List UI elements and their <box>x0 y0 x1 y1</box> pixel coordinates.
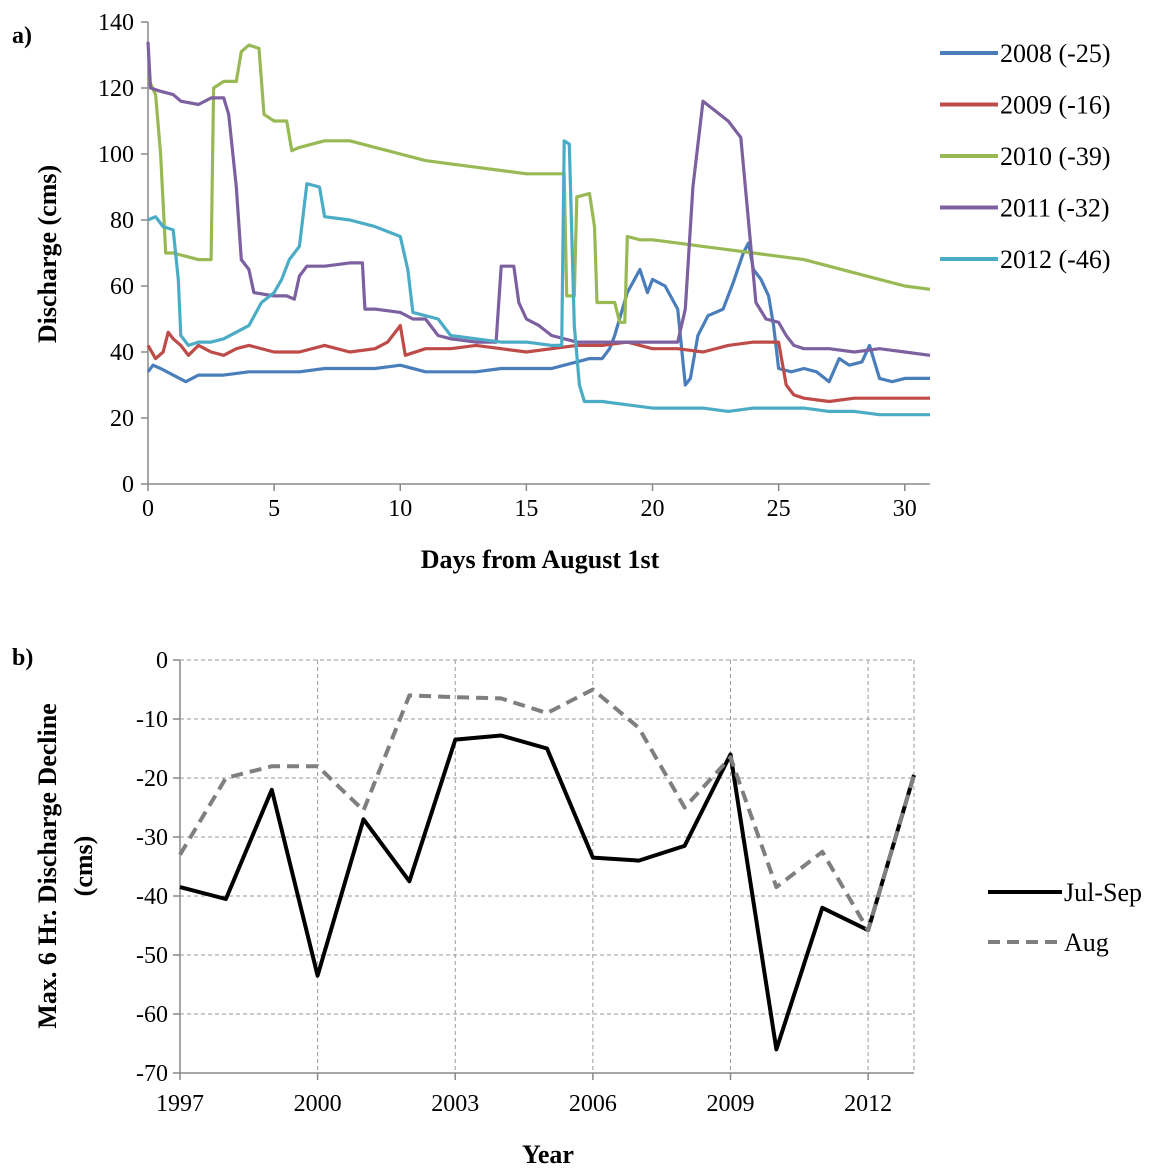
panel-b-x-tick-label: 2006 <box>569 1091 617 1117</box>
panel-a-legend: 2008 (-25) 2009 (-16) 2010 (-39) 2011 (-32)… <box>940 39 1110 274</box>
panel-a-legend-label: 2010 (-39) <box>1000 142 1110 171</box>
panel-b-y-tick-label: -20 <box>136 766 168 792</box>
panel-b-x-axis-title: Year <box>522 1140 574 1169</box>
panel-a-x-tick-label: 25 <box>767 496 791 522</box>
panel-b-y-tick-label: 0 <box>156 648 168 674</box>
panel-b-y-axis-title-line1: Max. 6 Hr. Discharge Decline <box>33 703 62 1028</box>
panel-a-legend-label: 2008 (-25) <box>1000 39 1110 68</box>
panel-a-y-tick-label: 0 <box>122 472 134 498</box>
panel-a-ticks: 0 20 40 60 80 100 120 140 0 5 10 15 20 25 30 <box>98 10 917 522</box>
panel-a-x-tick-label: 10 <box>388 496 412 522</box>
panel-b-series-line <box>178 687 916 933</box>
panel-b-y-tick-label: -40 <box>136 884 168 910</box>
panel-b-y-tick-label: -50 <box>136 943 168 969</box>
panel-a-x-axis-title: Days from August 1st <box>421 545 660 574</box>
panel-b-legend-label: Aug <box>1064 928 1109 957</box>
panel-b-y-axis-title-line2: (cms) <box>69 836 98 897</box>
panel-b-x-tick-label: 2009 <box>707 1091 755 1117</box>
panel-b-ticks: 0 -10 -20 -30 -40 -50 -60 -70 1997 2000 2003 2006 20… <box>136 648 892 1117</box>
panel-a-y-tick-label: 60 <box>110 274 134 300</box>
panel-a-y-tick-label: 140 <box>98 10 134 36</box>
panel-b-x-tick-label: 2000 <box>294 1091 342 1117</box>
panel-b-decline-chart: b) 0 -10 -20 -30 -40 -50 -60 -70 1997 2000 2003 200… <box>12 645 1142 1169</box>
panel-a-y-tick-label: 20 <box>110 406 134 432</box>
panel-b-legend: Jul-Sep Aug <box>988 878 1142 957</box>
panel-a-legend-label: 2009 (-16) <box>1000 91 1110 120</box>
panel-b-x-tick-label: 2012 <box>844 1091 892 1117</box>
panel-b-y-tick-label: -70 <box>136 1061 168 1087</box>
panel-b-y-tick-label: -10 <box>136 707 168 733</box>
panel-b-series-line <box>179 733 916 1052</box>
panel-a-y-tick-label: 120 <box>98 76 134 102</box>
panel-a-x-tick-label: 5 <box>268 496 280 522</box>
panel-b-x-tick-label: 1997 <box>156 1091 204 1117</box>
panel-a-series-line <box>146 43 931 324</box>
panel-a-legend-label: 2011 (-32) <box>1000 194 1110 223</box>
panel-a-series-line <box>146 41 931 357</box>
panel-b-grid <box>179 659 915 1074</box>
panel-a-series-line <box>146 324 930 404</box>
panel-a-x-tick-label: 15 <box>514 496 538 522</box>
panel-a-y-axis-title: Discharge (cms) <box>33 165 62 343</box>
panel-a-discharge-chart: a) 0 20 40 60 80 100 120 140 0 5 10 15 20 25 30 Days f… <box>12 10 1110 574</box>
panel-a-label: a) <box>12 23 32 49</box>
panel-a-series-line <box>146 241 930 387</box>
panel-b-y-tick-label: -60 <box>136 1002 168 1028</box>
panel-a-y-tick-label: 80 <box>110 208 134 234</box>
panel-a-x-tick-label: 30 <box>893 496 917 522</box>
panel-a-y-tick-label: 40 <box>110 340 134 366</box>
panel-b-label: b) <box>12 645 33 671</box>
panel-b-series-group <box>178 687 916 1052</box>
panel-a-y-tick-label: 100 <box>98 142 134 168</box>
panel-a-series-group <box>146 41 931 417</box>
panel-a-axes <box>147 22 930 485</box>
panel-b-legend-label: Jul-Sep <box>1064 878 1142 907</box>
panel-a-series-line <box>147 139 930 417</box>
panel-a-x-tick-label: 20 <box>641 496 665 522</box>
panel-a-legend-label: 2012 (-46) <box>1000 245 1110 274</box>
panel-b-x-tick-label: 2003 <box>431 1091 479 1117</box>
panel-b-y-tick-label: -30 <box>136 825 168 851</box>
panel-a-x-tick-label: 0 <box>142 496 154 522</box>
